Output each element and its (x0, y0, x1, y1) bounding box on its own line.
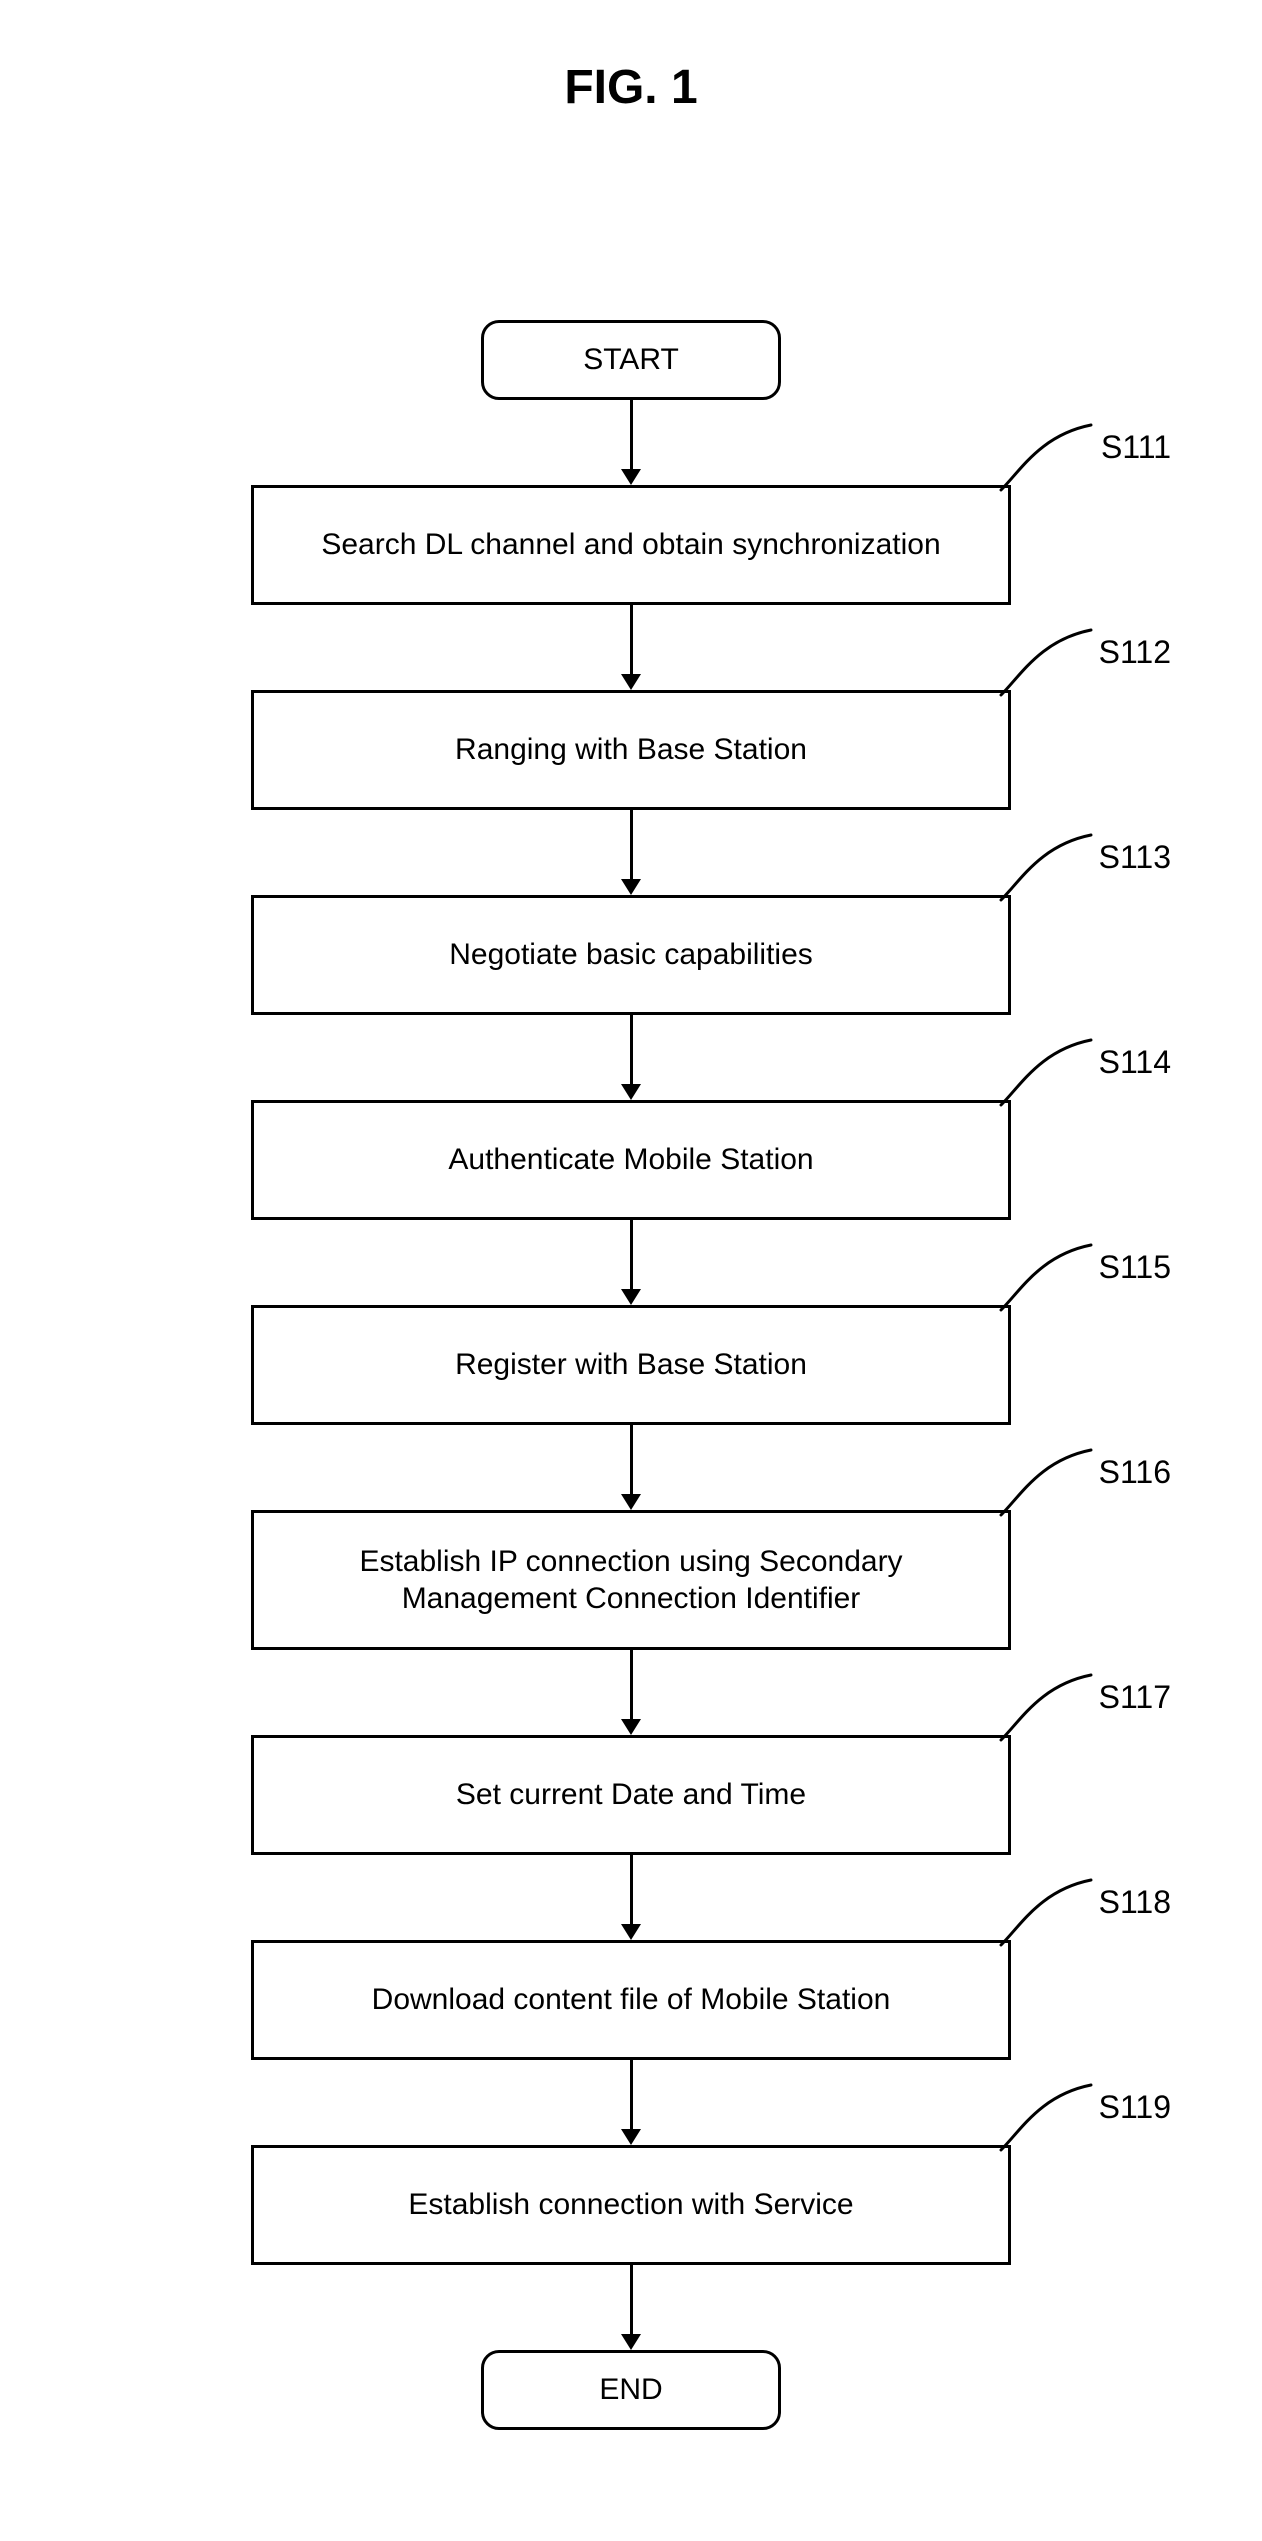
leader-line (996, 1440, 1116, 1520)
flow-step: Establish IP connection using Secondary … (251, 1510, 1011, 1650)
flow-step: Search DL channel and obtain synchroniza… (251, 485, 1011, 605)
arrow-down-icon (621, 2129, 641, 2145)
arrow-down-icon (621, 1924, 641, 1940)
arrow-down-icon (621, 2334, 641, 2350)
leader-line (996, 1870, 1116, 1950)
leader-line (996, 620, 1116, 700)
arrow-down-icon (621, 1494, 641, 1510)
connector (630, 1220, 633, 1290)
arrow-down-icon (621, 1084, 641, 1100)
leader-line (996, 2075, 1116, 2155)
arrow-down-icon (621, 1719, 641, 1735)
leader-line (996, 415, 1116, 495)
terminal-end: END (481, 2350, 781, 2430)
arrow-down-icon (621, 1289, 641, 1305)
flow-step: Set current Date and TimeS117 (251, 1735, 1011, 1855)
flow-step: Authenticate Mobile StationS114 (251, 1100, 1011, 1220)
flow-step: Register with Base StationS115 (251, 1305, 1011, 1425)
page: FIG. 1 START Search DL channel and obtain… (0, 0, 1262, 2541)
process-box-s115: Register with Base Station (251, 1305, 1011, 1425)
process-box-s116: Establish IP connection using Secondary … (251, 1510, 1011, 1650)
flow-step: Establish connection with ServiceS119 (251, 2145, 1011, 2265)
connector (630, 1650, 633, 1720)
connector (630, 605, 633, 675)
leader-line (996, 1665, 1116, 1745)
flowchart: START Search DL channel and obtain synchr… (251, 320, 1011, 2430)
connector (630, 1015, 633, 1085)
connector (630, 400, 633, 470)
arrow-down-icon (621, 879, 641, 895)
terminal-start: START (481, 320, 781, 400)
flow-step: Download content file of Mobile StationS… (251, 1940, 1011, 2060)
process-box-s117: Set current Date and Time (251, 1735, 1011, 1855)
process-box-s119: Establish connection with Service (251, 2145, 1011, 2265)
connector (630, 2060, 633, 2130)
connector (630, 1425, 633, 1495)
leader-line (996, 1030, 1116, 1110)
process-box-s114: Authenticate Mobile Station (251, 1100, 1011, 1220)
arrow-down-icon (621, 674, 641, 690)
flow-step: Negotiate basic capabilitiesS113 (251, 895, 1011, 1015)
leader-line (996, 1235, 1116, 1315)
arrow-down-icon (621, 469, 641, 485)
connector (630, 810, 633, 880)
process-box-s111: Search DL channel and obtain synchroniza… (251, 485, 1011, 605)
process-box-s112: Ranging with Base Station (251, 690, 1011, 810)
connector (630, 2265, 633, 2335)
figure-title: FIG. 1 (0, 60, 1262, 115)
connector (630, 1855, 633, 1925)
flow-step: Ranging with Base StationS112 (251, 690, 1011, 810)
leader-line (996, 825, 1116, 905)
process-box-s113: Negotiate basic capabilities (251, 895, 1011, 1015)
process-box-s118: Download content file of Mobile Station (251, 1940, 1011, 2060)
